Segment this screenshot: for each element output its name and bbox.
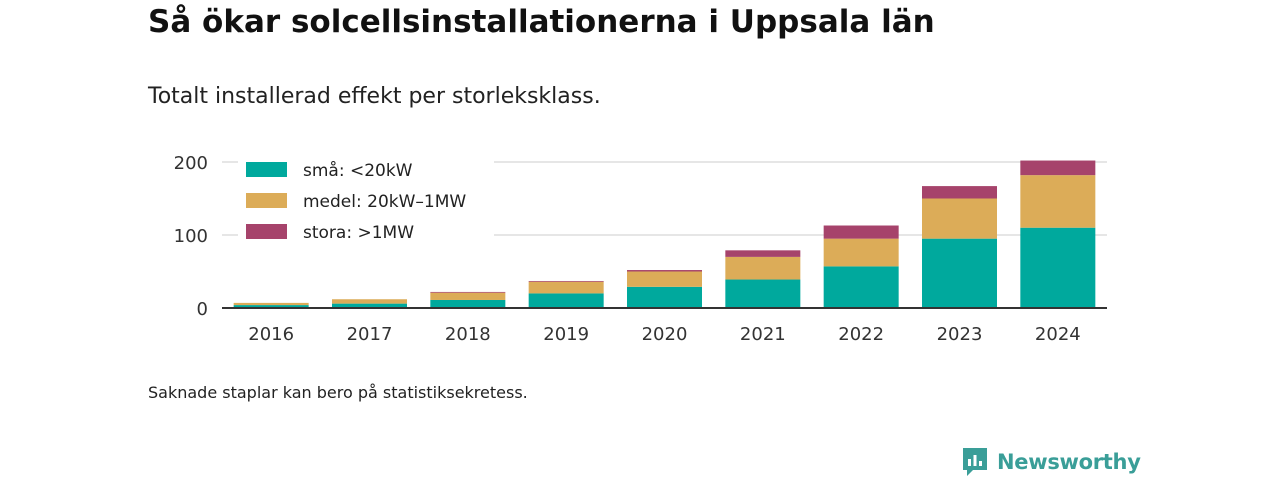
bar-segment: [922, 186, 997, 199]
bar-segment: [233, 305, 309, 308]
bar-segment: [430, 299, 506, 308]
bar-segment: [627, 286, 702, 308]
bar-segment: [528, 293, 604, 308]
y-tick-label: 100: [174, 226, 208, 247]
newsworthy-logo-icon: [963, 448, 987, 476]
bar-segment: [430, 291, 506, 293]
bar-segment: [528, 280, 604, 282]
x-tick-label: 2024: [1035, 324, 1081, 345]
bar-segment: [725, 279, 801, 308]
bar-segment: [823, 238, 899, 267]
bar-segment: [430, 292, 506, 300]
x-tick-label: 2021: [740, 324, 786, 345]
chart-title: Så ökar solcellsinstallationerna i Uppsa…: [148, 4, 935, 40]
x-tick-label: 2016: [248, 324, 294, 345]
x-tick-label: 2020: [642, 324, 688, 345]
x-tick-label: 2018: [445, 324, 491, 345]
y-tick-label: 0: [197, 299, 208, 320]
bar-segment: [922, 238, 997, 308]
legend-label: medel: 20kW–1MW: [303, 192, 466, 212]
bar-segment: [922, 198, 997, 239]
bar-segment: [627, 270, 702, 272]
bar-segment: [823, 266, 899, 308]
bar-segment: [233, 302, 309, 306]
bar-segment: [725, 256, 801, 280]
legend-label: små: <20kW: [303, 160, 413, 181]
footnote: Saknade staplar kan bero på statistiksek…: [148, 383, 528, 402]
bar-segment: [627, 271, 702, 287]
chart-subtitle: Totalt installerad effekt per storlekskl…: [148, 84, 601, 109]
x-tick-label: 2023: [937, 324, 983, 345]
bar-segment: [1020, 175, 1096, 228]
legend-swatch: [246, 162, 287, 177]
legend-swatch: [246, 224, 287, 239]
x-tick-label: 2019: [543, 324, 589, 345]
y-tick-label: 200: [174, 153, 208, 174]
brand-logo: Newsworthy: [961, 446, 1141, 478]
bar-segment: [725, 250, 801, 257]
bar-segment: [332, 299, 407, 304]
bar-segment: [1020, 160, 1096, 176]
legend-swatch: [246, 193, 287, 208]
bar-segment: [528, 281, 604, 294]
x-tick-label: 2017: [347, 324, 393, 345]
legend-label: stora: >1MW: [303, 223, 414, 243]
bar-segment: [823, 225, 899, 239]
x-tick-label: 2022: [838, 324, 884, 345]
brand-name: Newsworthy: [997, 450, 1141, 474]
bar-segment: [332, 303, 407, 308]
bar-segment: [1020, 227, 1096, 308]
